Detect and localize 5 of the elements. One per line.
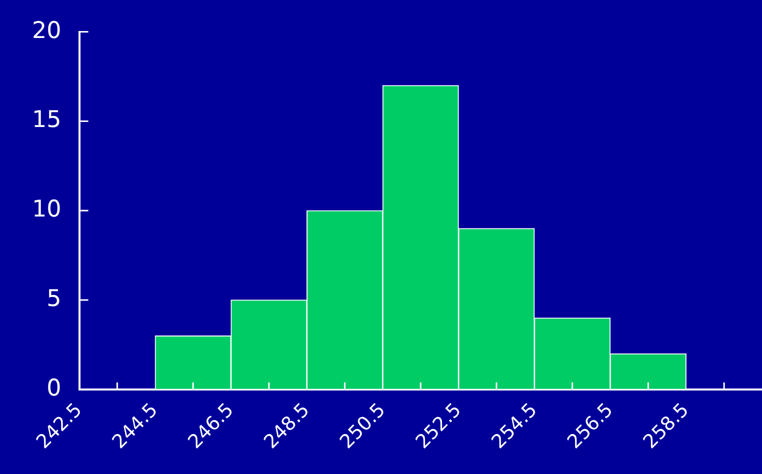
y-tick-label: 0 xyxy=(46,375,62,402)
y-tick-label: 5 xyxy=(46,286,62,312)
y-tick-label: 10 xyxy=(32,196,62,223)
y-tick-label: 20 xyxy=(32,18,62,44)
y-tick-label: 15 xyxy=(32,107,62,134)
